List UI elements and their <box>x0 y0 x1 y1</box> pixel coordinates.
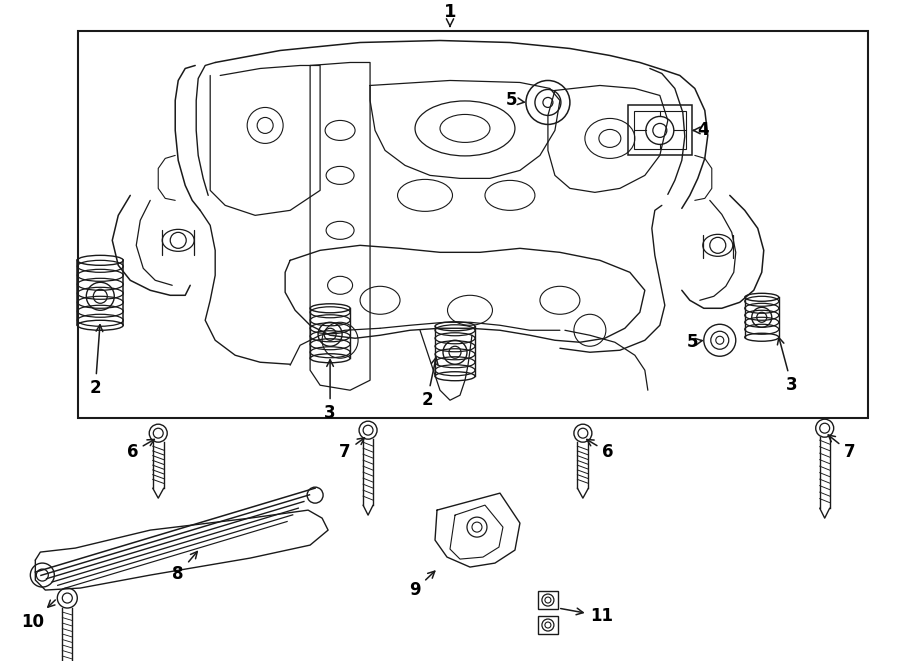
Text: 7: 7 <box>828 435 856 461</box>
Bar <box>78 30 868 418</box>
Text: 2: 2 <box>421 358 438 409</box>
Text: 6: 6 <box>127 440 154 461</box>
Text: 6: 6 <box>587 440 614 461</box>
Text: 4: 4 <box>693 122 708 139</box>
Text: 5: 5 <box>687 333 702 351</box>
Text: 1: 1 <box>444 3 456 26</box>
Text: 7: 7 <box>339 438 365 461</box>
Bar <box>538 591 558 609</box>
Text: 8: 8 <box>173 551 197 583</box>
Text: 10: 10 <box>21 600 55 631</box>
Text: 5: 5 <box>506 91 525 110</box>
Text: 3: 3 <box>324 360 336 422</box>
Text: 11: 11 <box>561 607 614 625</box>
Text: 9: 9 <box>410 571 435 599</box>
Text: 3: 3 <box>778 338 797 394</box>
Bar <box>628 106 692 155</box>
Text: 2: 2 <box>89 325 103 397</box>
Bar <box>634 112 686 149</box>
Bar <box>538 616 558 634</box>
